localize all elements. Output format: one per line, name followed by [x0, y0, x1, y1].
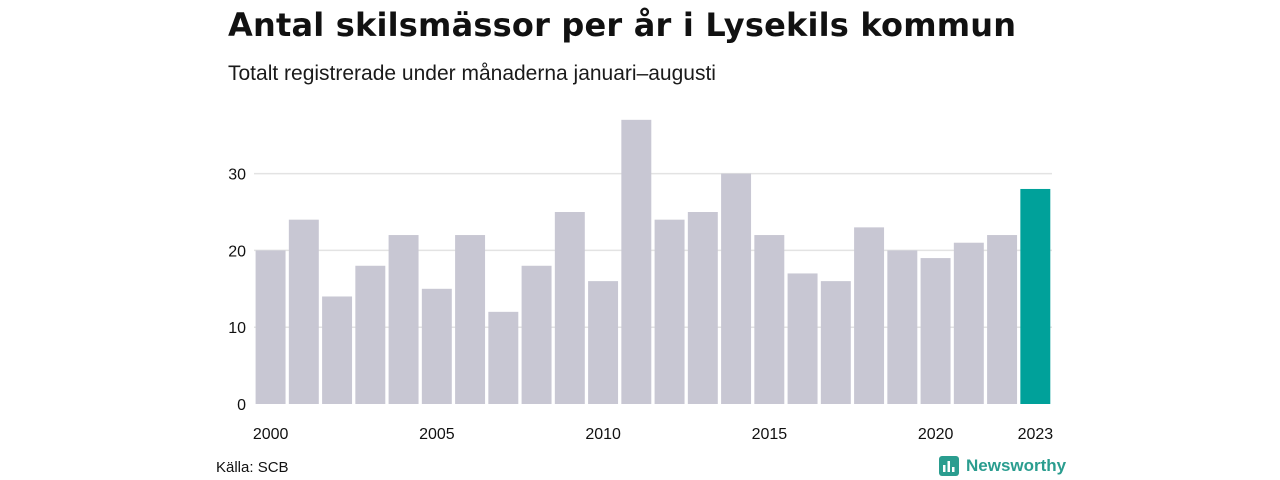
bar-2000	[255, 250, 286, 404]
bar-2009	[554, 212, 585, 404]
bar-2015	[754, 235, 785, 404]
bar-2022	[987, 235, 1018, 404]
y-tick-label: 10	[228, 320, 246, 337]
bar-2017	[820, 281, 851, 404]
bar-2023	[1020, 188, 1051, 404]
bar-2014	[721, 173, 752, 404]
bar-2004	[388, 235, 419, 404]
bar-2007	[488, 311, 519, 404]
bar-2002	[322, 296, 353, 404]
brand-name: Newsworthy	[966, 456, 1067, 475]
bar-2019	[887, 250, 918, 404]
x-tick-label: 2020	[918, 426, 954, 443]
x-tick-label: 2010	[585, 426, 621, 443]
x-axis-ticks: 2000 2005 2010 2015 2020 2023	[253, 426, 1053, 443]
bar-2005	[421, 288, 452, 404]
x-tick-label: 2005	[419, 426, 455, 443]
bar-2003	[355, 265, 386, 404]
gridlines	[254, 172, 1052, 328]
bar-2013	[687, 212, 718, 404]
bar-2011	[621, 119, 652, 404]
y-axis-ticks: 0 10 20 30	[228, 167, 246, 414]
bar-2008	[521, 265, 552, 404]
brand-logo: Newsworthy	[938, 455, 1066, 477]
bar-2001	[288, 219, 319, 404]
bar-2021	[953, 242, 984, 404]
x-tick-label: 2023	[1018, 426, 1054, 443]
chart-title: Antal skilsmässor per år i Lysekils komm…	[228, 6, 1017, 44]
bars	[255, 119, 1051, 404]
newsworthy-logo-icon	[939, 456, 959, 476]
bar-2016	[787, 273, 818, 404]
y-tick-label: 20	[228, 243, 246, 260]
x-tick-label: 2015	[752, 426, 788, 443]
y-tick-label: 30	[228, 167, 246, 184]
y-tick-label: 0	[237, 397, 246, 414]
source-note: Källa: SCB	[216, 459, 289, 476]
x-tick-label: 2000	[253, 426, 289, 443]
bar-2012	[654, 219, 685, 404]
bar-2018	[854, 227, 885, 404]
bar-2020	[920, 258, 951, 404]
chart-subtitle: Totalt registrerade under månaderna janu…	[228, 62, 716, 85]
bar-2010	[588, 281, 619, 404]
bar-2006	[455, 235, 486, 404]
